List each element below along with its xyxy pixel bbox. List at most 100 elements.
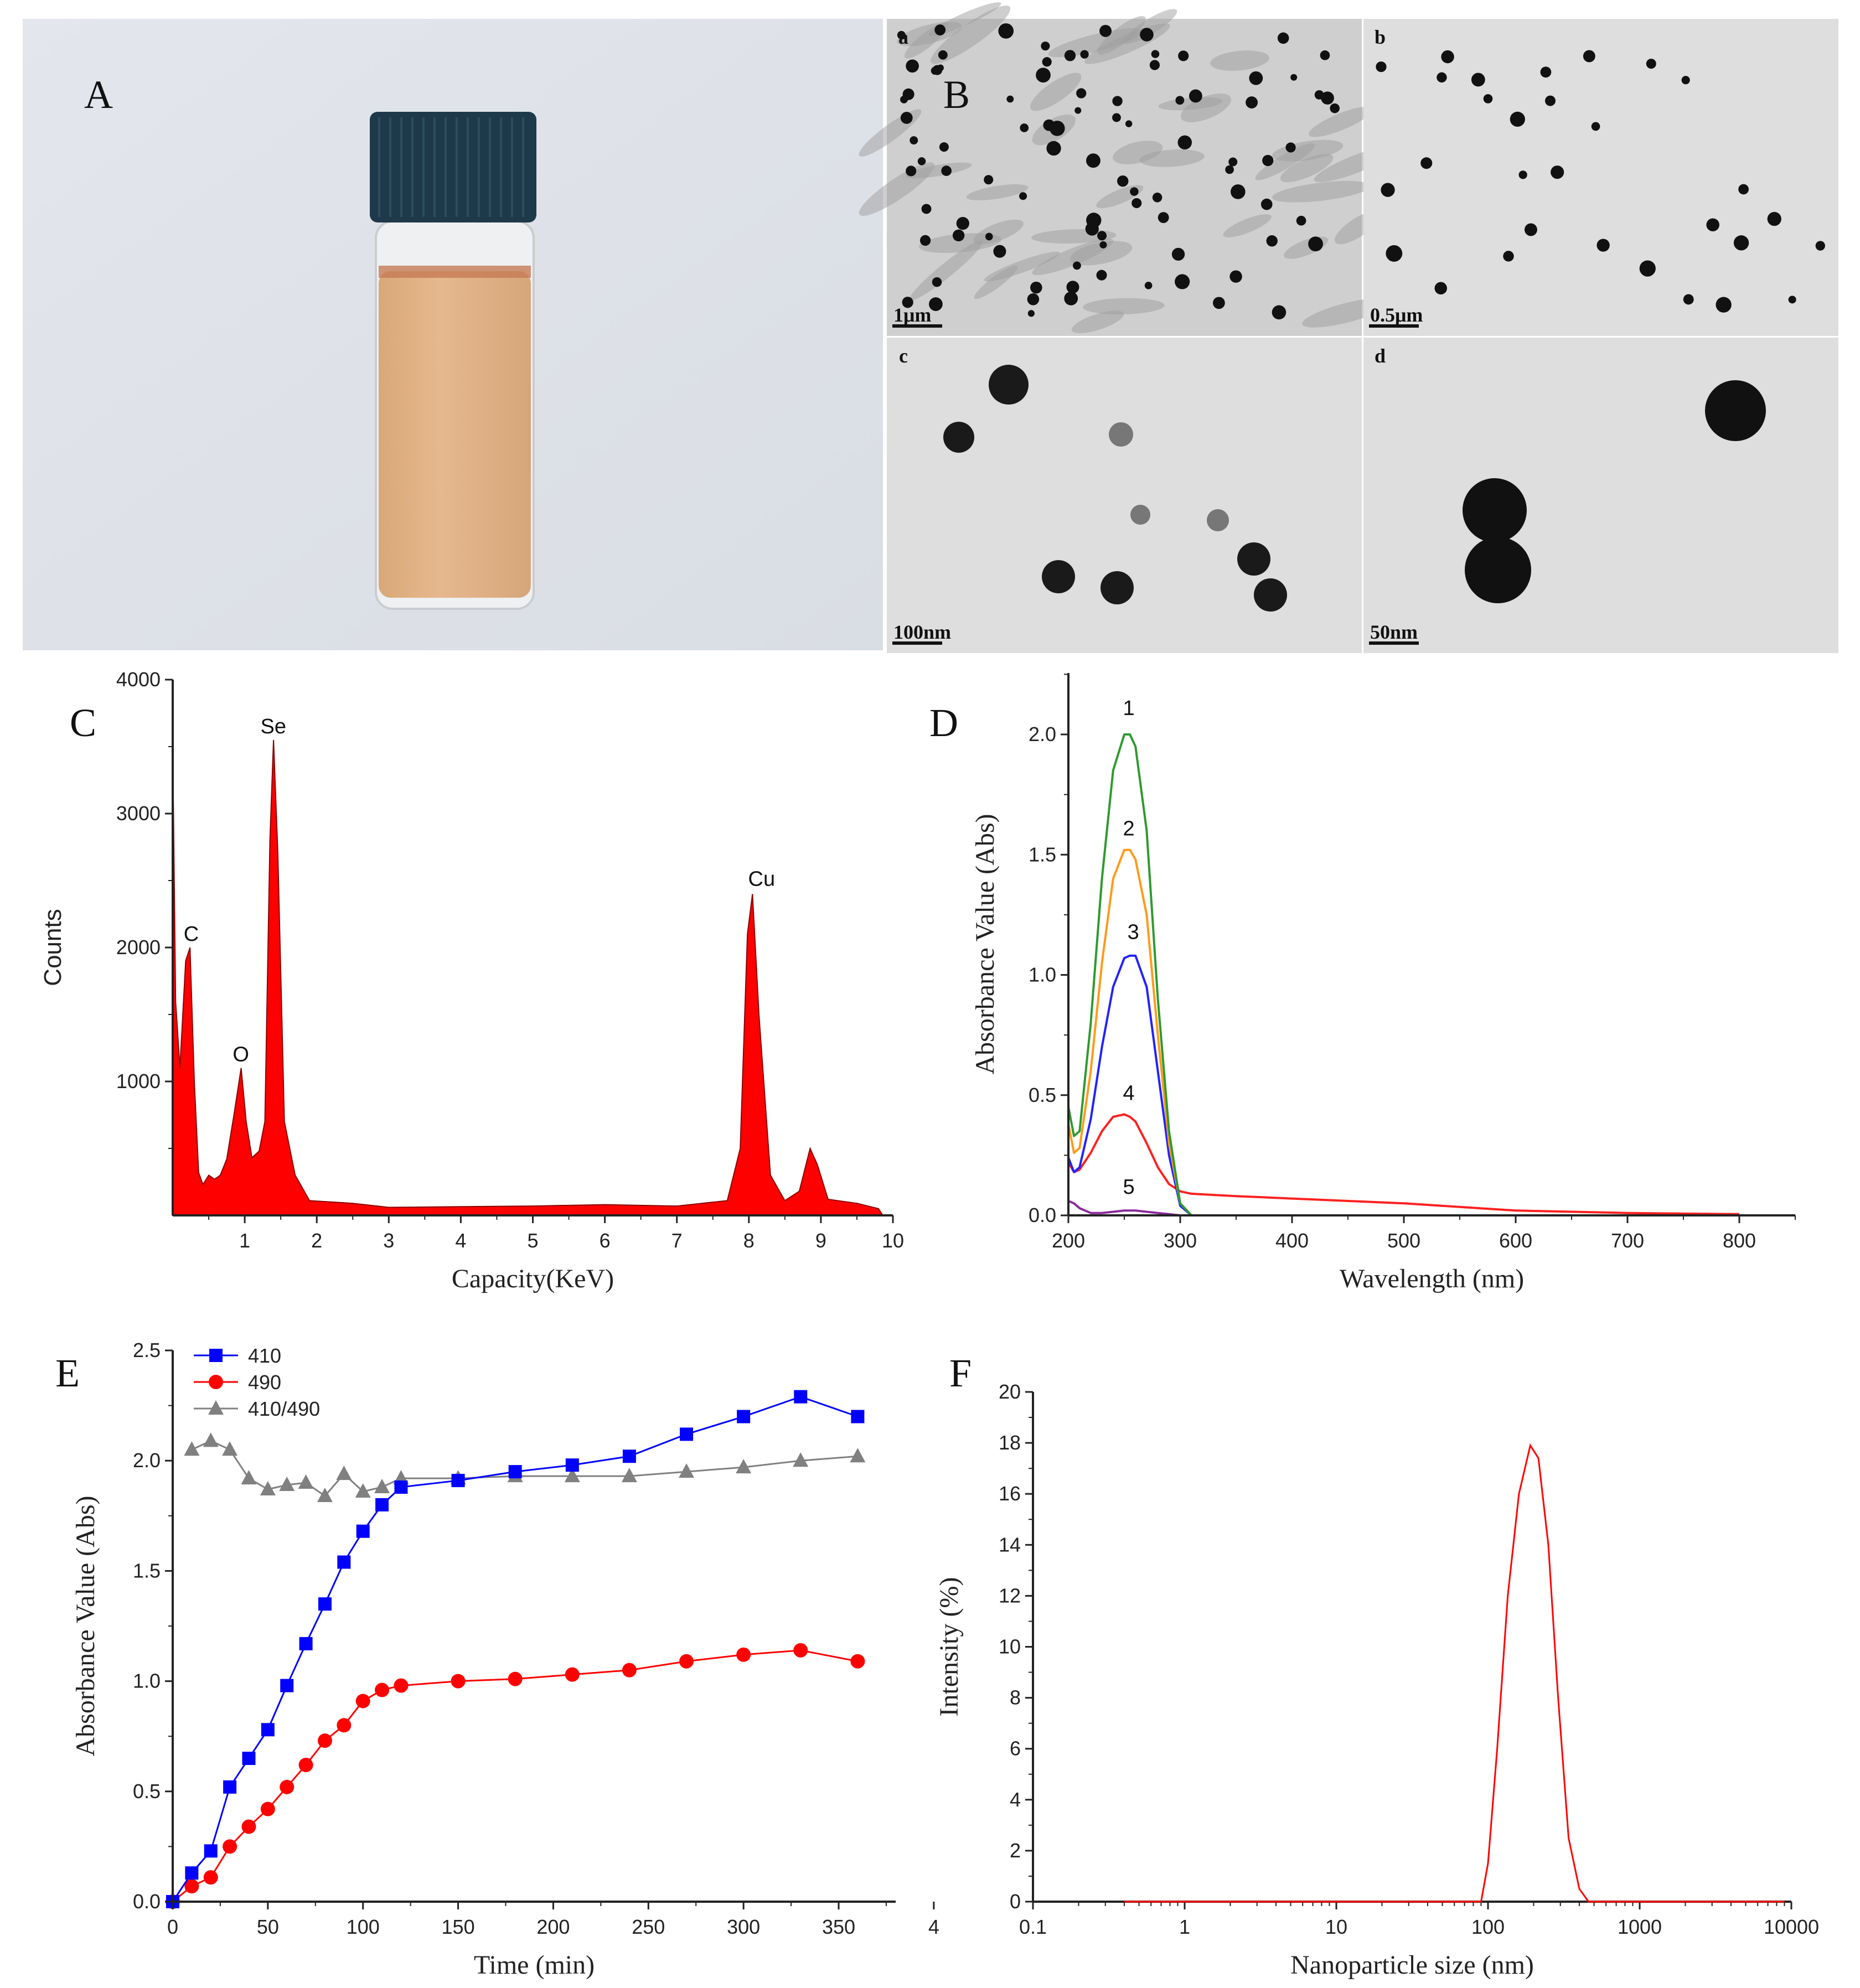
nanoparticle bbox=[1046, 141, 1061, 156]
nanoparticle bbox=[1019, 192, 1027, 200]
legend-label: 490 bbox=[248, 1371, 281, 1394]
y-axis-title: Intensity (%) bbox=[934, 1577, 964, 1717]
x-tick-label: 200 bbox=[536, 1915, 570, 1938]
x-tick-label: 8 bbox=[743, 1229, 755, 1252]
nanoparticle bbox=[1076, 88, 1087, 99]
nanoparticle bbox=[1437, 72, 1447, 83]
scale-bar-label: 1μm bbox=[893, 304, 931, 326]
circle-marker bbox=[317, 1733, 332, 1748]
triangle-marker bbox=[621, 1468, 637, 1483]
nanoparticle bbox=[906, 165, 917, 177]
tem-image-c: c 100nm bbox=[887, 338, 1362, 653]
legend-label: 410 bbox=[248, 1344, 281, 1367]
panel-label-a: A bbox=[84, 73, 113, 117]
triangle-marker bbox=[355, 1483, 371, 1498]
y-tick-label: 2.0 bbox=[133, 1449, 161, 1472]
nanoparticle bbox=[1042, 57, 1052, 67]
circle-marker bbox=[280, 1779, 294, 1794]
nanoparticle bbox=[1158, 212, 1169, 223]
circle-marker bbox=[793, 1643, 808, 1658]
circle-marker bbox=[508, 1671, 523, 1686]
nanoparticle bbox=[1545, 95, 1556, 106]
y-tick-label: 12 bbox=[999, 1584, 1021, 1607]
tem-sublabel-b: b bbox=[1375, 26, 1386, 48]
nanoparticle bbox=[1272, 305, 1286, 320]
square-marker bbox=[851, 1410, 865, 1423]
series-line-4 bbox=[1067, 1113, 1740, 1215]
nanoparticle bbox=[1510, 111, 1525, 127]
x-axis-title: Time (min) bbox=[474, 1950, 595, 1980]
nanoparticle bbox=[932, 277, 942, 287]
nanoparticle bbox=[917, 157, 926, 165]
curve-label: 3 bbox=[1128, 920, 1139, 944]
y-tick-label: 1.5 bbox=[1029, 843, 1056, 866]
square-marker bbox=[318, 1597, 332, 1611]
nanoparticle bbox=[1229, 270, 1242, 283]
nanoparticle bbox=[1207, 509, 1229, 531]
nanoparticle bbox=[902, 297, 913, 308]
nanoparticle bbox=[1036, 68, 1051, 83]
circle-marker bbox=[260, 1801, 275, 1816]
y-tick-label: 3000 bbox=[116, 802, 161, 825]
x-tick-label: 0.1 bbox=[1019, 1915, 1047, 1938]
y-tick-label: 4 bbox=[1010, 1788, 1021, 1811]
tem-sheet bbox=[1280, 154, 1334, 183]
nanoparticle bbox=[1027, 310, 1035, 317]
x-axis-title: Nanoparticle size (nm) bbox=[1290, 1950, 1534, 1980]
x-tick-label: 100 bbox=[1471, 1915, 1505, 1938]
square-marker bbox=[261, 1723, 275, 1737]
triangle-marker bbox=[564, 1468, 580, 1483]
square-marker bbox=[299, 1637, 313, 1650]
nanoparticle bbox=[1073, 261, 1081, 270]
peak-label: O bbox=[232, 1043, 249, 1067]
tem-sheet bbox=[1223, 214, 1272, 237]
nanoparticle bbox=[1503, 251, 1514, 262]
x-tick-label: 1000 bbox=[1618, 1915, 1662, 1938]
nanoparticle bbox=[1130, 505, 1150, 525]
triangle-marker bbox=[241, 1470, 257, 1485]
vial-liquid bbox=[379, 271, 531, 598]
tem-background bbox=[887, 338, 1362, 653]
nanoparticle bbox=[1149, 60, 1160, 70]
nanoparticle bbox=[1376, 61, 1387, 73]
circle-marker bbox=[679, 1654, 694, 1669]
y-tick-label: 2.0 bbox=[1029, 723, 1056, 746]
nanoparticle bbox=[1041, 42, 1050, 51]
legend: 410 490 410/490 bbox=[194, 1344, 320, 1420]
nanoparticle bbox=[1583, 50, 1595, 63]
nanoparticle bbox=[1471, 73, 1485, 87]
x-tick-label: 250 bbox=[632, 1915, 665, 1938]
series-line-3 bbox=[1067, 954, 1739, 1216]
tem-panel-b: a 1μm b 0.5μm c 100nm d 50nm B bbox=[859, 2, 1838, 653]
square-marker bbox=[737, 1410, 751, 1423]
nanoparticle bbox=[1006, 95, 1014, 103]
nanoparticle bbox=[1175, 96, 1185, 105]
nanoparticle bbox=[1483, 94, 1493, 103]
x-axis-title: Capacity(KeV) bbox=[452, 1264, 614, 1293]
nanoparticle bbox=[1171, 247, 1185, 261]
tem-sublabel-c: c bbox=[899, 345, 908, 367]
nanoparticle bbox=[993, 245, 1006, 258]
peak-label: Cu bbox=[748, 868, 776, 891]
curve-label: 4 bbox=[1123, 1081, 1135, 1105]
x-tick-label: 400 bbox=[1275, 1229, 1309, 1252]
nanoparticle bbox=[1213, 297, 1225, 309]
nanoparticle bbox=[1125, 120, 1133, 127]
circle-marker bbox=[203, 1870, 218, 1885]
y-tick-label: 1.0 bbox=[133, 1670, 161, 1692]
nanoparticle bbox=[1074, 107, 1082, 114]
nanoparticle bbox=[1540, 66, 1552, 78]
x-tick-label: 9 bbox=[815, 1229, 826, 1252]
x-tick-label: 800 bbox=[1723, 1229, 1756, 1252]
y-axis-title: Absorbance Value (Abs) bbox=[970, 814, 1000, 1075]
square-marker bbox=[337, 1555, 351, 1569]
nanoparticle bbox=[1815, 241, 1825, 251]
nanoparticle bbox=[1237, 542, 1270, 576]
panel-label-d: D bbox=[929, 701, 958, 745]
y-tick-label: 8 bbox=[1010, 1686, 1021, 1709]
nanoparticle bbox=[1189, 89, 1202, 103]
nanoparticle bbox=[1260, 198, 1273, 210]
nanoparticle bbox=[1683, 294, 1694, 305]
circle-marker bbox=[394, 1678, 409, 1693]
nanoparticle bbox=[1639, 260, 1656, 277]
